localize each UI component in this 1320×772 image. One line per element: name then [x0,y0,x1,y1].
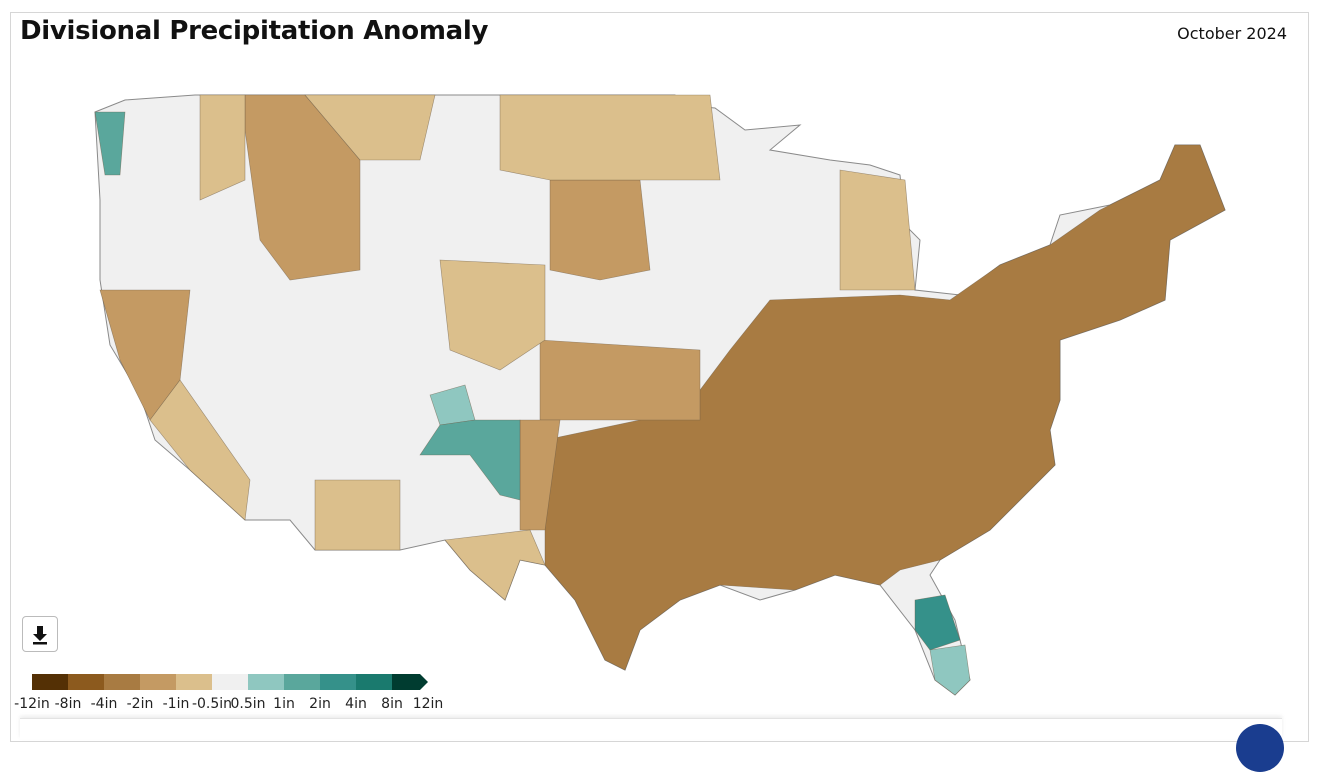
region-slightly-dry [314,479,401,551]
region-dry [539,339,701,421]
region-slightly-dry [499,94,721,181]
legend-swatch [32,674,68,690]
legend-label: 12in [413,696,444,712]
legend-label: 1in [273,696,295,712]
legend-label: 8in [381,696,403,712]
map-title: Divisional Precipitation Anomaly [20,16,489,46]
legend-swatch [104,674,140,690]
region-slightly-dry [304,94,436,161]
region-slightly-dry [444,529,546,601]
legend-label: -4in [91,696,118,712]
legend-swatch [356,674,392,690]
region-slightly-dry [199,94,246,201]
region-wet [94,111,126,176]
legend-swatch [212,674,248,690]
legend-swatch [248,674,284,690]
region-wet [419,419,521,501]
legend-label: -0.5in [192,696,232,712]
legend-label: 2in [309,696,331,712]
bottom-panel [20,718,1282,739]
region-wet [914,594,961,651]
page: {"header": {"title": "Divisional Precipi… [10,12,1309,772]
period: October 2024 [1177,24,1287,43]
legend-label: -2in [127,696,154,712]
region-slightly-dry [439,259,546,371]
region-wet [929,644,971,696]
legend-swatch [392,674,428,690]
region-slightly-dry [839,169,916,291]
download-button[interactable] [22,616,58,652]
help-button[interactable] [1236,724,1284,772]
legend-label: -12in [14,696,50,712]
legend-label: 0.5in [230,696,265,712]
region-slightly-dry [149,379,251,521]
legend-label: -8in [55,696,82,712]
region-dry [544,144,1226,671]
legend-label: 4in [345,696,367,712]
download-icon [33,626,47,645]
legend-swatch [320,674,356,690]
legend-swatch [284,674,320,690]
legend-swatch [176,674,212,690]
legend-swatch [68,674,104,690]
legend-swatch [140,674,176,690]
region-dry [549,179,651,281]
legend-label: -1in [163,696,190,712]
